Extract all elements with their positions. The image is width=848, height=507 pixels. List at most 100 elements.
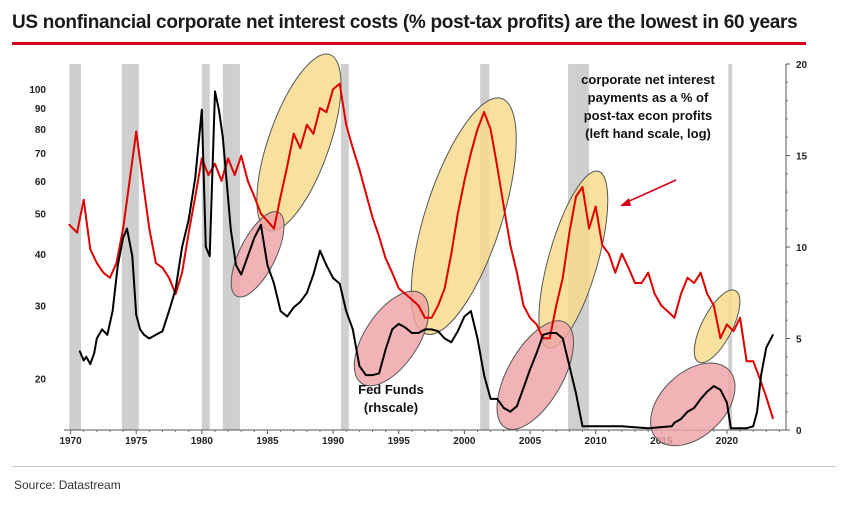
footer-divider	[12, 466, 836, 467]
annotation-line-4: (left hand scale, log)	[585, 126, 711, 141]
interest-point-2	[82, 198, 85, 201]
left-tick-label-90: 90	[35, 104, 47, 115]
fedfunds-point-95	[706, 390, 709, 393]
interest-point-49	[391, 271, 394, 274]
interest-point-5	[102, 271, 105, 274]
fedfunds-point-38	[273, 282, 275, 285]
interest-point-41	[338, 82, 341, 85]
fedfunds-point-6	[101, 328, 103, 331]
interest-point-35	[299, 147, 302, 150]
interest-point-32	[279, 195, 282, 198]
fedfunds-point-9	[116, 264, 119, 267]
chart-title: US nonfinancial corporate net interest c…	[12, 12, 798, 33]
fedfunds-point-73	[502, 407, 505, 409]
fedfunds-point-101	[745, 427, 748, 430]
title-underline	[12, 42, 806, 45]
fedfunds-point-51	[358, 365, 361, 367]
fedfunds-point-99	[729, 427, 732, 430]
fedfunds-point-3	[89, 363, 92, 366]
fedfunds-point-64	[443, 337, 446, 340]
interest-point-46	[371, 216, 374, 219]
fedfunds-point-85	[581, 425, 584, 428]
interest-point-13	[154, 262, 157, 264]
interest-point-87	[640, 282, 643, 284]
fedfunds-point-0	[78, 350, 81, 353]
interest-point-62	[476, 128, 479, 131]
interest-point-78	[581, 186, 584, 188]
fedfunds-point-40	[286, 315, 289, 318]
fedfunds-point-27	[214, 90, 216, 93]
left-tick-label-100: 100	[29, 85, 46, 96]
fedfunds-point-69	[476, 337, 479, 340]
interest-point-17	[181, 271, 184, 274]
fedfunds-point-98	[726, 401, 728, 404]
interest-point-28	[253, 195, 256, 198]
interest-point-70	[529, 316, 531, 319]
interest-point-33	[286, 165, 289, 168]
interest-point-40	[332, 88, 335, 91]
fedfunds-point-70	[483, 374, 485, 376]
interest-point-30	[266, 220, 269, 222]
fedfunds-point-81	[555, 332, 558, 334]
fedfunds-point-54	[378, 372, 380, 375]
interest-point-39	[325, 111, 328, 113]
interest-point-98	[712, 304, 715, 307]
interest-point-104	[752, 360, 755, 363]
interest-point-107	[771, 417, 774, 420]
fedfunds-point-24	[200, 108, 203, 111]
fedfunds-point-11	[126, 227, 128, 230]
highlight-pink-3	[650, 362, 736, 447]
chart-canvas: 1970197519801985199019952000200520102015…	[29, 53, 808, 447]
left-tick-label-80: 80	[35, 125, 47, 136]
fedfunds-point-104	[760, 374, 762, 376]
interest-point-80	[594, 205, 597, 208]
highlight-pink-2	[496, 320, 575, 430]
fedfunds-point-83	[568, 365, 571, 367]
interest-point-44	[358, 168, 361, 171]
fedfunds-point-34	[246, 255, 249, 258]
interest-point-58	[450, 252, 453, 255]
left-tick-label-70: 70	[35, 149, 47, 160]
fedfunds-point-82	[561, 337, 564, 340]
x-tick-label-1995: 1995	[388, 436, 411, 447]
interest-point-97	[706, 292, 709, 295]
fedfunds-point-18	[161, 330, 164, 333]
interest-point-73	[548, 337, 551, 340]
fedfunds-point-65	[450, 341, 453, 344]
fedfunds-point-8	[111, 310, 114, 312]
fedfunds-point-4	[93, 352, 96, 355]
interest-point-45	[365, 192, 367, 195]
interest-point-91	[666, 310, 669, 313]
annotations: corporate net interest payments as a % o…	[358, 72, 715, 415]
interest-point-89	[653, 292, 656, 295]
x-tick-label-2020: 2020	[716, 436, 739, 447]
interest-point-102	[739, 316, 741, 319]
left-tick-label-50: 50	[35, 210, 47, 221]
fedfunds-point-28	[218, 108, 220, 111]
fedfunds-point-87	[621, 425, 623, 428]
interest-point-67	[509, 244, 512, 246]
interest-point-57	[443, 287, 446, 290]
x-tick-label-2010: 2010	[585, 436, 608, 447]
fedfunds-point-106	[771, 333, 774, 336]
annotation-line-1: corporate net interest	[581, 72, 715, 87]
interest-point-24	[227, 157, 229, 160]
interest-point-15	[168, 276, 170, 279]
interest-point-27	[246, 180, 249, 182]
interest-point-10	[135, 130, 138, 133]
interest-point-84	[621, 252, 623, 255]
right-tick-label-10: 10	[796, 243, 808, 254]
interest-point-71	[535, 323, 538, 326]
highlight-yellow-1	[410, 97, 517, 335]
fedfunds-point-49	[345, 310, 348, 312]
fedfunds-point-2	[85, 355, 88, 358]
interest-point-86	[634, 282, 636, 284]
interest-point-1	[76, 231, 79, 234]
fedfunds-point-19	[168, 310, 170, 312]
fedfunds-point-35	[253, 236, 256, 239]
interest-point-25	[233, 174, 236, 176]
fedfunds-point-103	[756, 410, 759, 413]
interest-point-100	[726, 323, 728, 326]
interest-point-61	[470, 152, 472, 155]
right-tick-label-0: 0	[796, 426, 802, 437]
